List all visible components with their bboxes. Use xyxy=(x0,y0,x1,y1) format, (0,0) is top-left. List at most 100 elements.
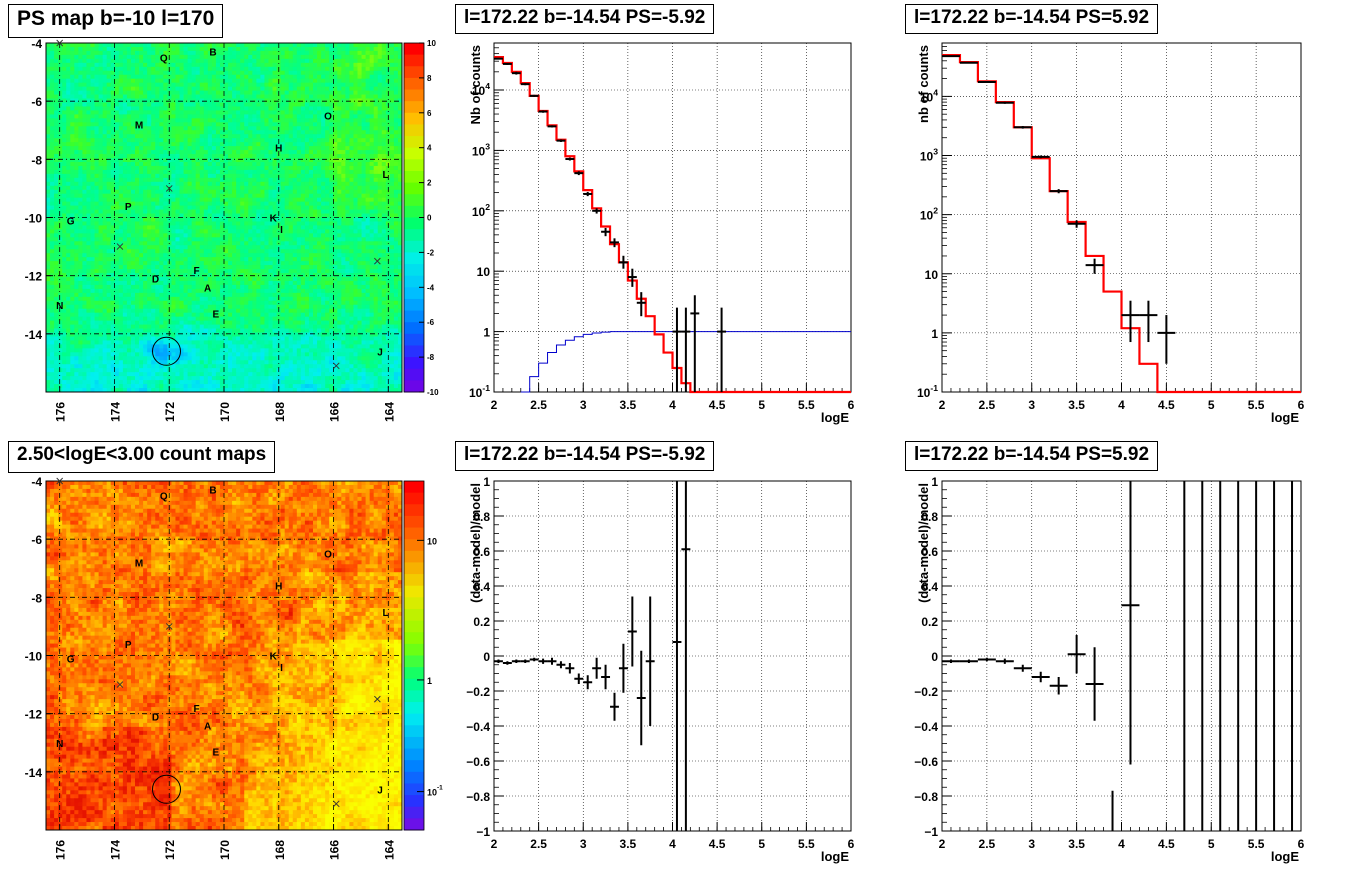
heatmap-cell xyxy=(377,146,383,151)
title-bm: l=172.22 b=-14.54 PS=-5.92 xyxy=(455,441,715,471)
heatmap-cell xyxy=(118,173,124,179)
heatmap-cell xyxy=(389,165,395,171)
heatmap-cell xyxy=(248,249,253,254)
heatmap-cell xyxy=(341,78,346,84)
heatmap-cell xyxy=(110,126,116,131)
heatmap-cell xyxy=(313,177,318,183)
heatmap-cell xyxy=(114,189,120,195)
heatmap-cell xyxy=(345,78,350,84)
heatmap-cell xyxy=(345,261,350,266)
heatmap-cell xyxy=(163,74,168,80)
title-tl: PS map b=-10 l=170 xyxy=(8,4,224,38)
heatmap-cell xyxy=(143,237,148,242)
heatmap-cell xyxy=(86,173,91,179)
heatmap-cell xyxy=(341,43,346,48)
heatmap-cell xyxy=(102,193,108,199)
heatmap-cell xyxy=(280,43,286,48)
heatmap-cell xyxy=(114,217,120,222)
heatmap-cell xyxy=(102,46,108,52)
heatmap-cell xyxy=(256,82,261,88)
heatmap-cell xyxy=(199,181,205,187)
heatmap-cell xyxy=(397,142,403,147)
heatmap-cell xyxy=(82,74,87,80)
heatmap-cell xyxy=(183,58,188,64)
heatmap-cell xyxy=(130,43,136,48)
heatmap-cell xyxy=(313,173,318,179)
heatmap-cell xyxy=(325,257,330,262)
heatmap-cell xyxy=(228,158,233,163)
heatmap-cell xyxy=(66,225,71,230)
heatmap-cell xyxy=(94,130,99,135)
heatmap-cell xyxy=(256,74,261,80)
heatmap-cell xyxy=(110,43,116,48)
heatmap-cell xyxy=(329,229,334,234)
heatmap-cell xyxy=(86,82,91,88)
heatmap-cell xyxy=(325,70,330,76)
heatmap-cell xyxy=(397,138,403,143)
heatmap-cell xyxy=(373,106,379,111)
heatmap-cell xyxy=(114,209,120,214)
heatmap-cell xyxy=(50,225,55,230)
heatmap-cell xyxy=(377,70,383,76)
heatmap-cell xyxy=(349,126,354,131)
heatmap-cell xyxy=(353,150,358,155)
heatmap-cell xyxy=(353,138,358,143)
heatmap-cell xyxy=(74,102,79,107)
heatmap-cell xyxy=(58,209,63,214)
heatmap-cell xyxy=(224,150,229,155)
heatmap-cell xyxy=(300,46,306,52)
heatmap-cell xyxy=(86,257,91,262)
heatmap-cell xyxy=(86,217,91,222)
heatmap-cell xyxy=(191,70,197,76)
heatmap-cell xyxy=(228,161,233,167)
heatmap-cell xyxy=(361,146,366,151)
heatmap-cell xyxy=(365,46,371,52)
heatmap-cell xyxy=(102,189,108,195)
heatmap-cell xyxy=(183,54,188,60)
heatmap-cell xyxy=(219,205,225,210)
heatmap-cell xyxy=(147,233,152,238)
heatmap-cell xyxy=(74,74,79,80)
heatmap-cell xyxy=(349,70,354,76)
heatmap-cell xyxy=(276,130,282,135)
heatmap-cell xyxy=(215,150,221,155)
heatmap-cell xyxy=(365,43,371,48)
heatmap-cell xyxy=(260,62,265,68)
heatmap-cell xyxy=(94,229,99,234)
heatmap-cell xyxy=(94,217,99,222)
heatmap-cell xyxy=(183,201,188,207)
heatmap-cell xyxy=(70,86,75,91)
heatmap-cell xyxy=(46,46,51,52)
heatmap-cell xyxy=(110,146,116,151)
heatmap-cell xyxy=(272,177,277,183)
heatmap-cell xyxy=(66,146,71,151)
heatmap-cell xyxy=(130,265,136,270)
heatmap-cell xyxy=(284,193,290,199)
heatmap-cell xyxy=(155,229,160,234)
heatmap-cell xyxy=(296,241,302,246)
heatmap-cell xyxy=(191,257,197,262)
heatmap-cell xyxy=(175,201,180,207)
heatmap-cell xyxy=(163,154,168,159)
heatmap-cell xyxy=(110,205,116,210)
heatmap-cell xyxy=(78,122,83,127)
heatmap-cell xyxy=(175,197,180,203)
heatmap-cell xyxy=(78,205,83,210)
heatmap-cell xyxy=(337,173,342,179)
heatmap-cell xyxy=(300,154,306,159)
heatmap-cell xyxy=(207,189,213,195)
heatmap-cell xyxy=(62,138,67,143)
heatmap-cell xyxy=(203,221,209,226)
heatmap-cell xyxy=(122,98,128,103)
heatmap-cell xyxy=(224,86,229,91)
heatmap-cell xyxy=(300,253,306,258)
heatmap-cell xyxy=(240,245,245,250)
heatmap-cell xyxy=(268,161,273,167)
heatmap-cell xyxy=(357,241,362,246)
heatmap-cell xyxy=(139,46,144,52)
heatmap-cell xyxy=(268,90,273,95)
heatmap-cell xyxy=(248,118,253,123)
heatmap-cell xyxy=(159,74,164,80)
heatmap-cell xyxy=(397,82,403,88)
heatmap-cell xyxy=(147,205,152,210)
